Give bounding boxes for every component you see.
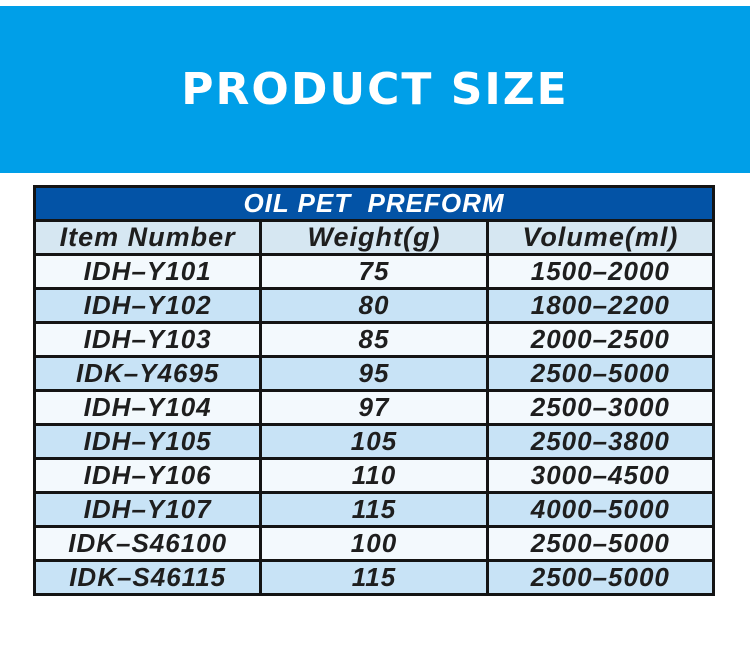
item-number-cell: IDH–Y107 [32,491,263,528]
table-row: IDK–S46100 100 2500–5000 [32,525,716,562]
volume-cell: 1800–2200 [485,287,716,324]
weight-cell: 80 [259,287,489,324]
volume-cell: 2000–2500 [485,321,716,358]
table-row: IDH–Y105 105 2500–3800 [32,423,716,460]
weight-cell: 115 [259,559,489,596]
volume-cell: 1500–2000 [485,253,716,290]
weight-cell: 100 [259,525,489,562]
volume-cell: 3000–4500 [485,457,716,494]
table-row: IDK–S46115 115 2500–5000 [32,559,716,596]
page-title: PRODUCT SIZE [181,64,569,115]
product-size-banner: PRODUCT SIZE [0,6,750,173]
weight-cell: 75 [259,253,489,290]
volume-cell: 2500–3800 [485,423,716,460]
volume-cell: 2500–5000 [485,355,716,392]
table-row: IDH–Y102 80 1800–2200 [32,287,716,324]
weight-cell: 105 [259,423,489,460]
table-head: OIL PET PREFORM Item Number Weight(g) Vo… [32,185,716,256]
table-row: IDK–Y4695 95 2500–5000 [32,355,716,392]
product-size-table: OIL PET PREFORM Item Number Weight(g) Vo… [32,185,716,596]
item-number-cell: IDH–Y103 [32,321,263,358]
item-number-cell: IDH–Y105 [32,423,263,460]
weight-cell: 115 [259,491,489,528]
volume-cell: 2500–3000 [485,389,716,426]
weight-cell: 95 [259,355,489,392]
column-header-weight: Weight(g) [259,219,489,256]
table-title: OIL PET PREFORM [33,185,715,222]
weight-cell: 85 [259,321,489,358]
item-number-cell: IDK–Y4695 [32,355,263,392]
item-number-cell: IDH–Y102 [32,287,263,324]
column-header-item-number: Item Number [32,219,263,256]
weight-cell: 97 [259,389,489,426]
table-body: IDH–Y101 75 1500–2000 IDH–Y102 80 1800–2200 ID… [32,253,716,596]
item-number-cell: IDK–S46100 [32,525,263,562]
volume-cell: 4000–5000 [485,491,716,528]
weight-cell: 110 [259,457,489,494]
column-header-volume: Volume(ml) [485,219,716,256]
table-row: IDH–Y107 115 4000–5000 [32,491,716,528]
column-header-row: Item Number Weight(g) Volume(ml) [32,219,716,256]
item-number-cell: IDH–Y101 [32,253,263,290]
table-title-row: OIL PET PREFORM [33,185,715,222]
table-row: IDH–Y101 75 1500–2000 [32,253,716,290]
table-row: IDH–Y104 97 2500–3000 [32,389,716,426]
table-row: IDH–Y103 85 2000–2500 [32,321,716,358]
volume-cell: 2500–5000 [485,525,716,562]
table-row: IDH–Y106 110 3000–4500 [32,457,716,494]
item-number-cell: IDH–Y104 [32,389,263,426]
item-number-cell: IDH–Y106 [32,457,263,494]
volume-cell: 2500–5000 [485,559,716,596]
item-number-cell: IDK–S46115 [32,559,263,596]
